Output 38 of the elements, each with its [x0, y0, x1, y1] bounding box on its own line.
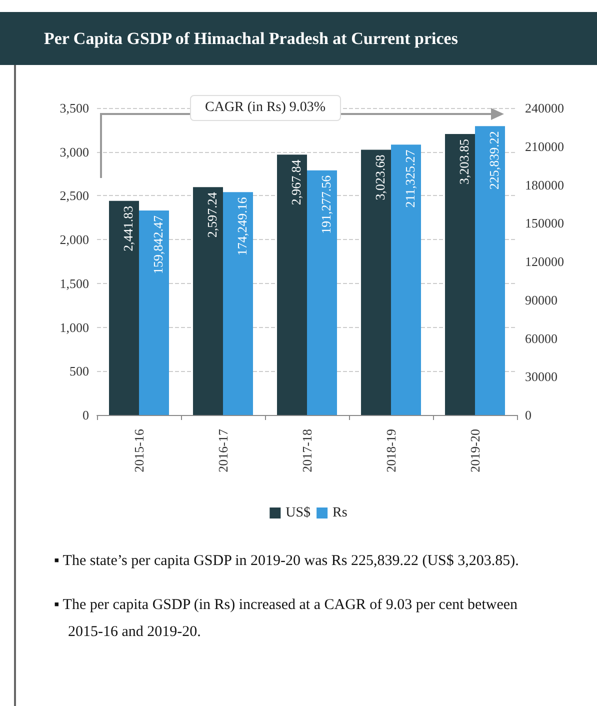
x-tick-label: 2016-17: [216, 428, 230, 472]
data-label: 159,842.47: [150, 215, 166, 274]
y-tick-label: 0: [82, 408, 89, 422]
legend-label: Rs: [332, 506, 348, 520]
chart-title: Per Capita GSDP of Himachal Pradesh at Current prices: [0, 12, 597, 65]
y2-tick-label: 180000: [525, 177, 564, 192]
data-label: 2,967.84: [288, 159, 304, 206]
x-tick-label: 2018-19: [384, 429, 398, 472]
y2-tick-label: 90000: [525, 292, 558, 308]
data-label: 225,839.22: [486, 131, 502, 190]
legend-label: US$: [286, 506, 311, 520]
y2-tick-label: 240000: [525, 100, 564, 116]
x-tick-label: 2019-20: [468, 429, 482, 472]
y2-tick-label: 0: [525, 408, 532, 422]
y2-tick-label: 60000: [525, 330, 558, 346]
y-tick-label: 500: [70, 364, 89, 379]
data-label: 2,597.24: [204, 192, 220, 238]
y-tick-label: 2,500: [60, 188, 89, 204]
y2-tick-label: 30000: [525, 369, 558, 384]
y-tick-label: 3,000: [60, 144, 89, 160]
y2-tick-label: 120000: [525, 254, 564, 269]
x-tick-label: 2017-18: [300, 429, 314, 472]
text: ▪ The state’s per capita GSDP in 2019-20 was Rs 225,839.22 (US$ 3,203.85).: [54, 552, 520, 571]
data-label: 191,277.56: [318, 174, 334, 234]
y2-tick-label: 210000: [525, 138, 564, 154]
data-label: 174,249.16: [234, 196, 250, 256]
data-label: 3,023.68: [372, 154, 388, 200]
y-tick-label: 3,500: [60, 100, 89, 116]
y-tick-label: 1,500: [60, 276, 89, 291]
data-label: 211,325.27: [402, 149, 418, 208]
y-tick-label: 1,000: [60, 320, 89, 335]
data-label: 3,203.85: [456, 138, 472, 184]
annotation: CAGR (in Rs) 9.03%: [190, 95, 341, 121]
y2-tick-label: 150000: [525, 216, 564, 231]
data-label: 2,441.83: [120, 206, 136, 252]
text: ▪ The per capita GSDP (in Rs) increased at a CAGR of 9.03 per cent between 2015-16 and 2019-20.: [54, 596, 519, 642]
y-tick-label: 2,000: [60, 232, 89, 248]
x-tick-label: 2015-16: [132, 428, 146, 472]
